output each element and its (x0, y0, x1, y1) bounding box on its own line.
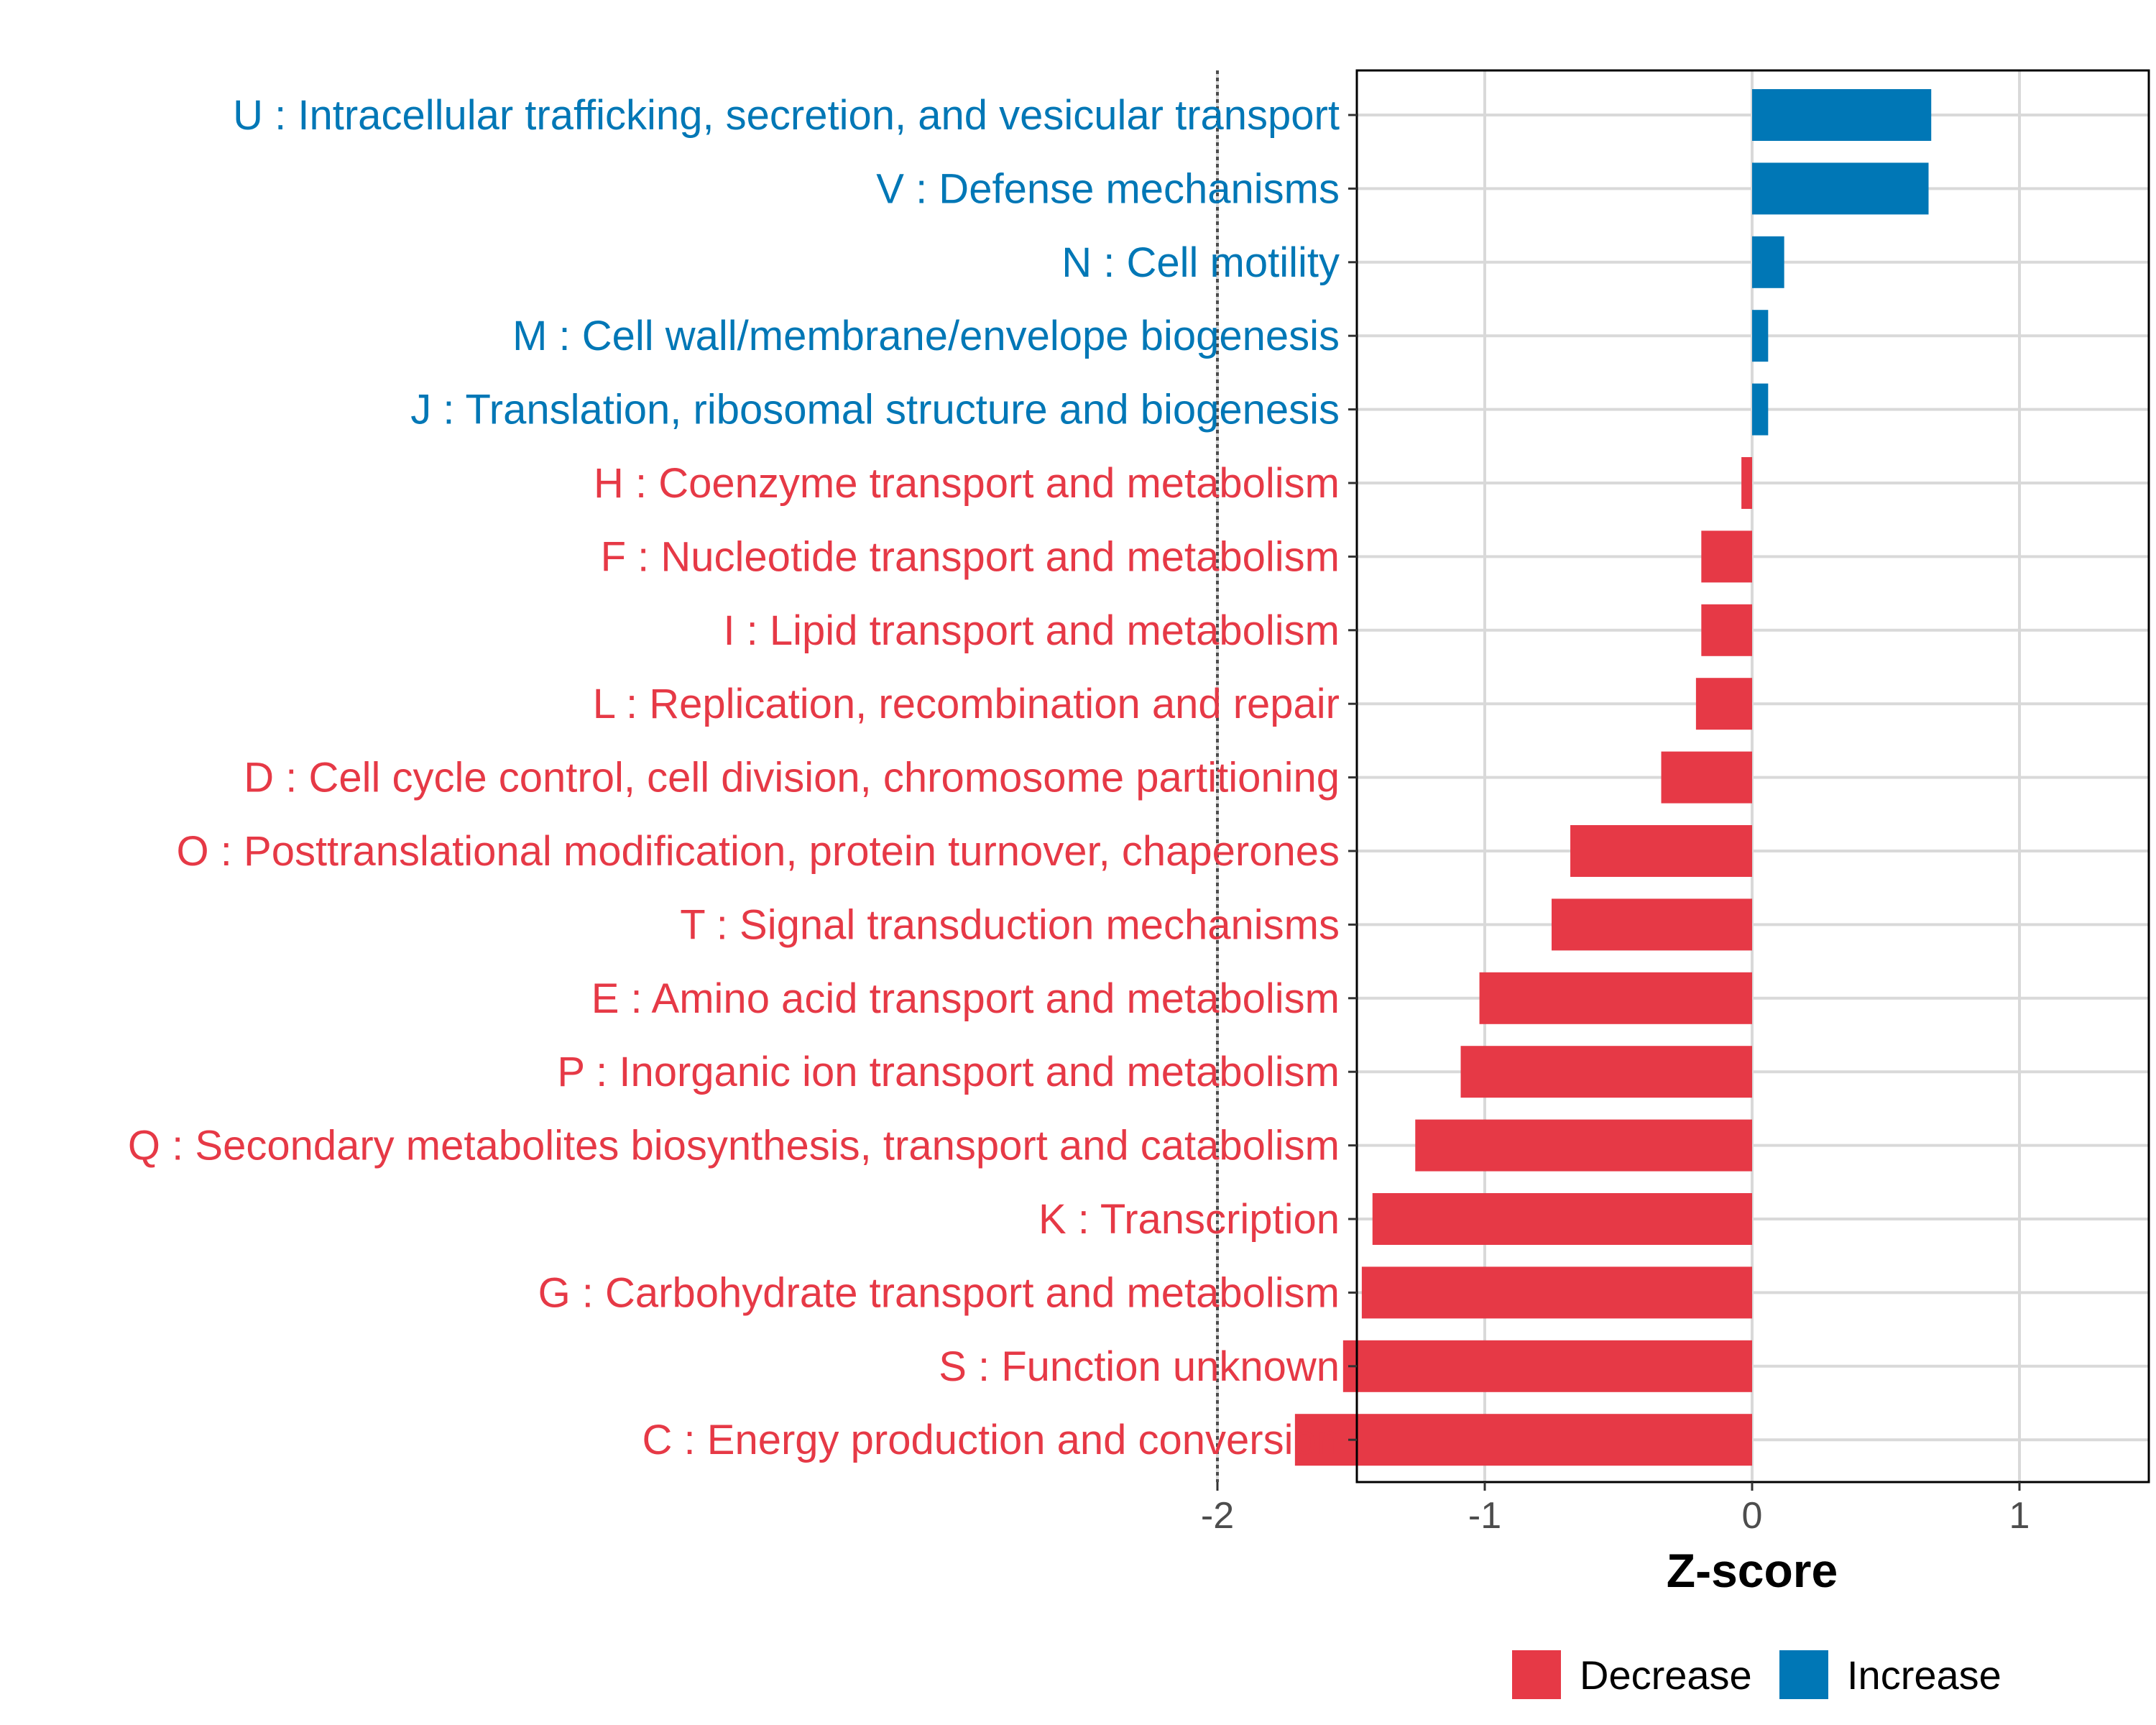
y-tick-label: E : Amino acid transport and metabolism (591, 975, 1340, 1022)
legend-label: Increase (1847, 1652, 2001, 1698)
x-tick-label: 1 (2009, 1495, 2030, 1537)
bar (1415, 1119, 1752, 1172)
y-tick-label: D : Cell cycle control, cell division, c… (244, 755, 1340, 801)
x-tick-label: -1 (1468, 1495, 1501, 1537)
bar (1752, 162, 1929, 215)
reference-lines (1216, 70, 1219, 1482)
y-tick-label: F : Nucleotide transport and metabolism (601, 533, 1340, 580)
y-tick-label: I : Lipid transport and metabolism (723, 607, 1340, 654)
y-tick-label: C : Energy production and conversion (642, 1417, 1340, 1463)
bar (1361, 1266, 1752, 1319)
legend-swatch (1779, 1650, 1828, 1699)
x-axis-title: Z-score (1667, 1544, 1838, 1597)
bar (1752, 89, 1932, 141)
bar (1552, 898, 1752, 951)
y-tick-label: P : Inorganic ion transport and metaboli… (557, 1049, 1340, 1095)
x-axis-ticks: -2-1012 (1201, 1482, 2030, 1537)
bars (1294, 89, 1932, 1466)
bar (1479, 972, 1752, 1024)
bar (1372, 1193, 1752, 1245)
y-tick-label: M : Cell wall/membrane/envelope biogenes… (512, 313, 1340, 359)
y-tick-label: Q : Secondary metabolites biosynthesis, … (128, 1123, 1340, 1169)
legend-swatch (1512, 1650, 1561, 1699)
y-axis-ticks (1348, 114, 1357, 1441)
bar (1294, 1414, 1752, 1466)
bar (1460, 1046, 1752, 1098)
grid (1216, 70, 2149, 1482)
bar (1752, 236, 1784, 288)
y-tick-label: S : Function unknown (939, 1343, 1340, 1390)
bar (1570, 825, 1752, 877)
bar (1342, 1340, 1752, 1392)
bar (1741, 457, 1752, 509)
bar (1701, 604, 1752, 656)
legend-label: Decrease (1580, 1652, 1752, 1698)
y-axis-labels: U : Intracellular trafficking, secretion… (128, 92, 1340, 1463)
y-tick-label: O : Posttranslational modification, prot… (177, 828, 1340, 875)
y-tick-label: H : Coenzyme transport and metabolism (594, 460, 1340, 507)
bar (1752, 310, 1769, 362)
x-tick-label: 0 (1742, 1495, 1763, 1537)
bar (1701, 530, 1752, 583)
y-tick-label: U : Intracellular trafficking, secretion… (233, 92, 1340, 139)
bar (1661, 751, 1752, 804)
x-tick-label: -2 (1201, 1495, 1234, 1537)
bar (1752, 383, 1769, 436)
y-tick-label: N : Cell motility (1061, 239, 1340, 286)
y-tick-label: V : Defense mechanisms (876, 165, 1340, 212)
y-tick-label: J : Translation, ribosomal structure and… (410, 387, 1340, 433)
y-tick-label: G : Carbohydrate transport and metabolis… (538, 1269, 1340, 1316)
y-tick-label: T : Signal transduction mechanisms (680, 901, 1340, 948)
bar (1695, 678, 1752, 730)
legend: Decrease Increase (1512, 1650, 2001, 1699)
y-tick-label: K : Transcription (1038, 1196, 1340, 1243)
y-tick-label: L : Replication, recombination and repai… (593, 681, 1340, 727)
